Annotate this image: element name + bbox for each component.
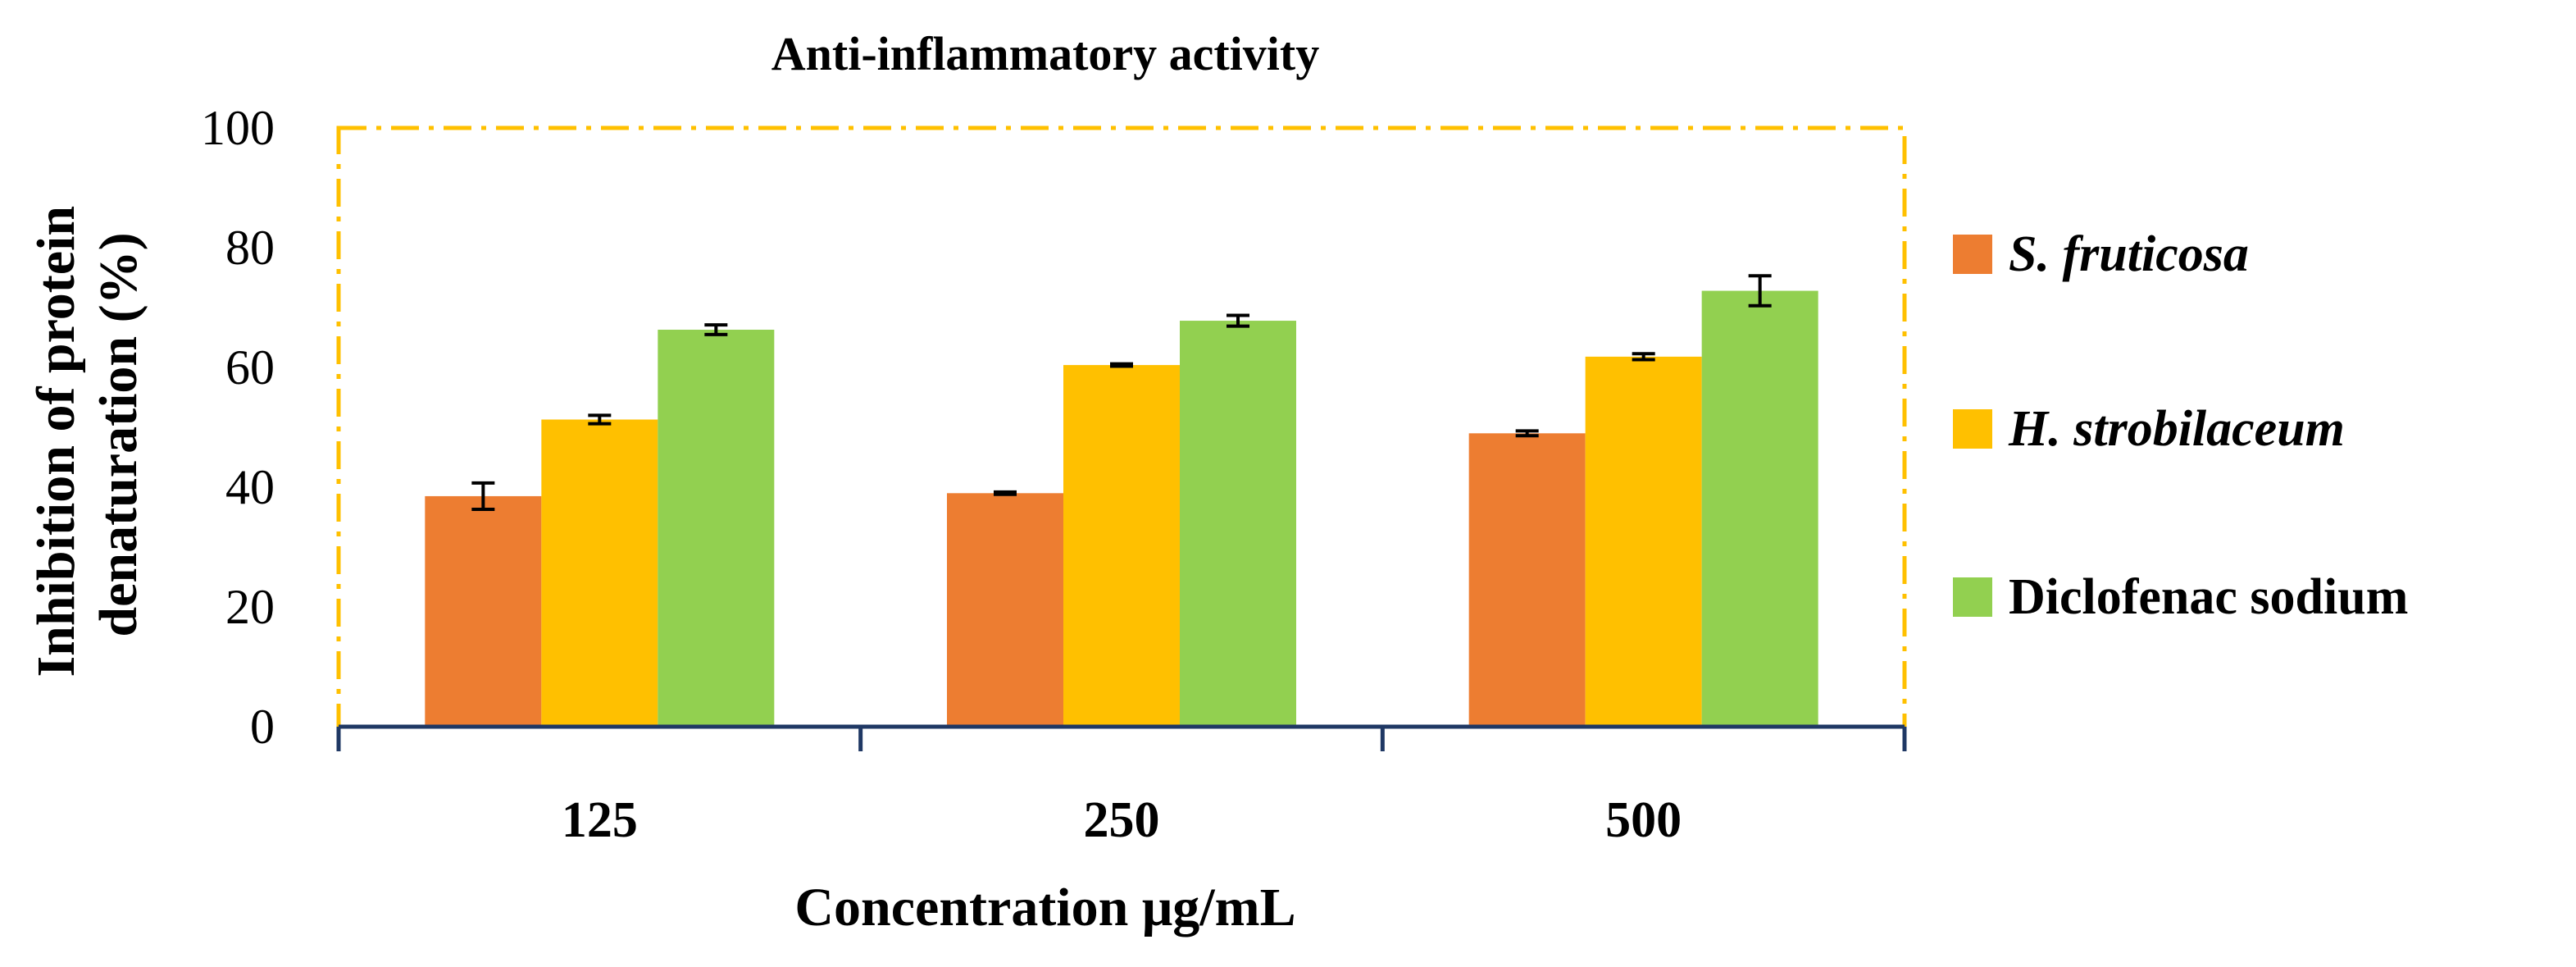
legend-swatch — [1953, 235, 1992, 274]
error-bars — [471, 274, 1772, 512]
error-bar — [1110, 362, 1133, 368]
legend: S. fruticosa H. strobilaceum Diclofenac so… — [1953, 226, 2408, 625]
x-axis-tick-labels: 125 250 500 — [562, 792, 1682, 848]
y-tick-label: 40 — [225, 460, 275, 514]
error-bar — [994, 490, 1017, 496]
y-tick-label: 100 — [201, 101, 275, 155]
error-bar — [471, 481, 495, 512]
error-bar — [1515, 429, 1539, 438]
x-tick-label: 250 — [1084, 792, 1160, 848]
y-axis-tick-labels: 0 20 40 60 80 100 — [201, 101, 275, 754]
bars — [425, 290, 1818, 727]
bar — [1585, 356, 1702, 727]
y-tick-label: 80 — [225, 221, 275, 275]
legend-label: S. fruticosa — [2009, 226, 2249, 282]
legend-label: Diclofenac sodium — [2009, 569, 2408, 625]
bar — [947, 493, 1063, 727]
x-axis-title: Concentration μg/mL — [794, 878, 1295, 937]
error-bar — [1632, 352, 1655, 362]
bar — [1468, 433, 1586, 727]
legend-swatch — [1953, 409, 1992, 449]
bar — [1063, 365, 1180, 727]
y-axis-title: Inhibition of protein denaturation (%) — [26, 192, 148, 677]
legend-swatch — [1953, 577, 1992, 617]
y-tick-label: 60 — [225, 340, 275, 395]
legend-label: H. strobilaceum — [2008, 401, 2345, 457]
legend-item: S. fruticosa — [1953, 226, 2249, 282]
error-bar — [1748, 274, 1772, 308]
chart-title: Anti-inflammatory activity — [771, 27, 1319, 80]
bar — [425, 495, 542, 727]
y-tick-label: 0 — [250, 700, 275, 754]
legend-item: H. strobilaceum — [1953, 401, 2345, 457]
error-bar — [588, 413, 612, 426]
y-axis-title-line-2: denaturation (%) — [89, 232, 148, 636]
bar — [1180, 321, 1296, 727]
error-bar — [1227, 313, 1249, 328]
legend-item: Diclofenac sodium — [1953, 569, 2408, 625]
x-axis-tick-marks — [336, 727, 1907, 751]
bar — [1701, 290, 1818, 727]
bar — [541, 419, 658, 727]
y-tick-label: 20 — [225, 580, 275, 634]
bar — [658, 330, 775, 727]
error-bar — [704, 323, 728, 336]
x-tick-label: 500 — [1605, 792, 1682, 848]
y-axis-title-line-1: Inhibition of protein — [26, 206, 86, 677]
x-tick-label: 125 — [562, 792, 638, 848]
